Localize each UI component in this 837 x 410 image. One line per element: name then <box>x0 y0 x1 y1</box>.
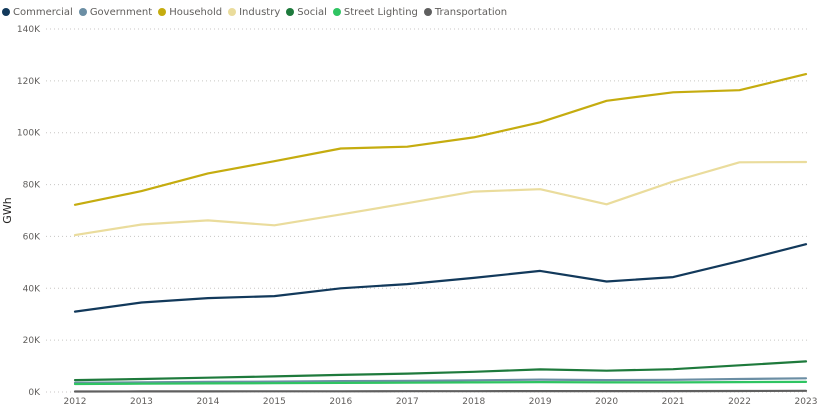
y-tick-label: 0K <box>28 388 41 398</box>
legend-marker <box>78 8 87 16</box>
y-tick-label: 40K <box>23 284 41 294</box>
x-tick-label: 2017 <box>396 397 419 407</box>
y-tick-label: 60K <box>23 232 41 242</box>
legend-label: Transportation <box>434 6 508 18</box>
legend-marker <box>228 8 237 16</box>
series-line-social <box>73 360 808 382</box>
x-tick-label: 2015 <box>263 397 286 407</box>
chart-legend: Commercial Government Household Industry Soc… <box>2 4 513 20</box>
legend-item[interactable]: Commercial <box>2 7 73 18</box>
legend-marker <box>286 8 295 16</box>
legend-label: Social <box>297 6 327 18</box>
legend-marker <box>423 8 432 16</box>
legend-marker <box>2 8 10 16</box>
x-tick-label: 2016 <box>329 397 352 407</box>
y-axis-title: GWh <box>1 197 14 223</box>
series-line-street-lighting <box>73 380 808 386</box>
legend-marker <box>158 8 167 16</box>
series-line-government <box>73 377 808 384</box>
series-line-household <box>73 72 808 206</box>
legend-label: Household <box>169 6 223 18</box>
legend-item[interactable]: Industry <box>228 7 280 18</box>
x-tick-label: 2020 <box>595 397 618 407</box>
y-tick-label: 100K <box>17 129 41 139</box>
series-line-commercial <box>73 243 808 313</box>
legend-item[interactable]: Street Lighting <box>332 6 418 18</box>
y-tick-label: 20K <box>23 336 41 346</box>
legend-item[interactable]: Government <box>78 6 153 18</box>
x-tick-label: 2021 <box>662 397 685 407</box>
x-tick-label: 2023 <box>795 397 818 407</box>
x-tick-label: 2022 <box>728 397 751 407</box>
x-tick-label: 2014 <box>196 397 219 407</box>
legend-label: Street Lighting <box>343 6 418 18</box>
series-line-transportation <box>73 389 808 393</box>
x-tick-label: 2013 <box>130 397 153 407</box>
legend-item[interactable]: Social <box>286 7 327 18</box>
legend-label: Commercial <box>13 6 73 18</box>
legend-marker <box>332 8 341 16</box>
y-tick-label: 80K <box>23 181 41 191</box>
legend-item[interactable]: Transportation <box>423 6 508 18</box>
legend-label: Industry <box>239 6 281 18</box>
legend-label: Government <box>89 6 153 18</box>
y-tick-label: 140K <box>17 25 41 35</box>
y-tick-label: 120K <box>17 77 41 87</box>
legend-item[interactable]: Household <box>158 7 222 18</box>
x-tick-label: 2019 <box>529 397 552 407</box>
series-line-industry <box>73 160 808 237</box>
x-tick-label: 2012 <box>64 397 87 407</box>
x-tick-label: 2018 <box>462 397 485 407</box>
